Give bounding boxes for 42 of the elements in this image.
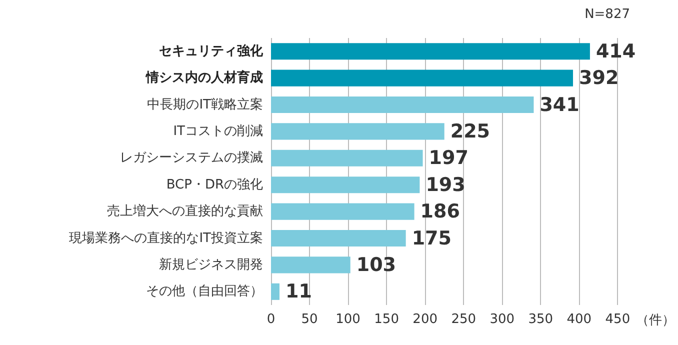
y-tick-label: 売上増大への直接的な貢献	[107, 203, 263, 220]
bar	[271, 176, 420, 194]
x-tick-label: 300	[490, 312, 515, 327]
x-tick-label: 350	[528, 312, 554, 327]
x-tick-label: 50	[301, 312, 318, 327]
bar	[271, 230, 406, 247]
data-label: 193	[426, 174, 466, 196]
x-tick-label: 150	[374, 312, 399, 327]
bar	[271, 43, 590, 60]
data-label: 103	[356, 254, 396, 276]
data-label: 414	[596, 40, 636, 62]
y-tick-label: 新規ビジネス開発	[159, 257, 263, 272]
bar	[271, 203, 414, 220]
y-tick-label: 情シス内の人材育成	[145, 70, 263, 86]
data-label: 175	[412, 227, 452, 250]
data-label: 341	[540, 94, 580, 116]
y-tick-label: BCP・DRの強化	[166, 177, 263, 192]
bar	[271, 123, 444, 140]
y-tick-label: その他（自由回答）	[146, 284, 263, 300]
y-tick-label: 中長期のIT戦略立案	[147, 96, 263, 112]
x-tick-label: 250	[451, 312, 476, 327]
data-label: 11	[285, 280, 312, 303]
bar	[271, 256, 350, 274]
bar	[271, 150, 423, 166]
y-tick-label: レガシーシステムの撲滅	[120, 150, 263, 166]
x-axis-title: （件）	[636, 313, 675, 328]
y-tick-label: ITコストの削減	[173, 124, 263, 139]
x-tick-label: 0	[266, 312, 276, 327]
bar	[271, 96, 534, 114]
x-tick-label: 200	[412, 312, 438, 327]
bar	[271, 70, 574, 86]
x-tick-label: 450	[605, 312, 630, 327]
x-tick-label: 400	[566, 312, 592, 327]
y-tick-label: 現場業務への直接的なIT投資立案	[69, 230, 263, 246]
bar	[271, 283, 280, 300]
x-tick-label: 100	[336, 312, 360, 327]
y-tick-label: セキュリティ強化	[159, 42, 264, 59]
text: N=827	[584, 7, 630, 22]
data-label: 392	[579, 67, 619, 90]
data-label: 225	[450, 120, 490, 142]
data-label: 197	[428, 147, 468, 170]
data-label: 186	[420, 200, 460, 223]
